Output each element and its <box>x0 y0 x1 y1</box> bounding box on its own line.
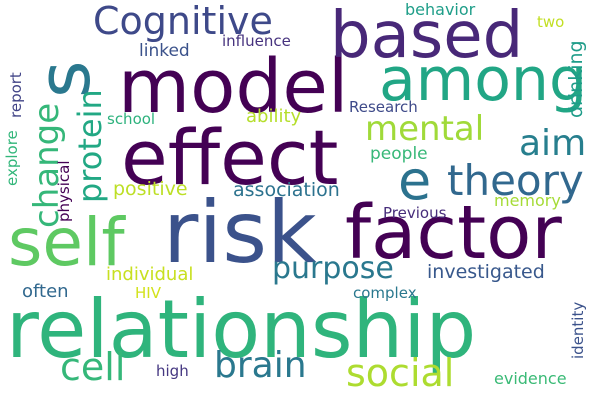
word-based: based <box>330 0 524 73</box>
word-cell: cell <box>60 345 126 389</box>
word-positive: positive <box>113 178 188 200</box>
word-behavior: behavior <box>405 0 476 19</box>
word-drinking: drinking <box>565 40 587 118</box>
word-hiv: HIV <box>135 284 161 302</box>
word-factor: factor <box>345 190 562 276</box>
word-mental: mental <box>365 109 485 149</box>
word-investigated: investigated <box>427 261 545 283</box>
word-effect: effect <box>121 113 339 202</box>
word-ability: ability <box>246 106 302 127</box>
word-risk: risk <box>163 183 317 283</box>
word-explore: explore <box>3 130 21 186</box>
word-school: school <box>107 110 156 128</box>
word-complex: complex <box>353 284 417 302</box>
word-high: high <box>156 362 189 380</box>
word-protein: protein <box>71 89 109 203</box>
word-research: Research <box>349 98 418 116</box>
word-e: e <box>398 149 432 212</box>
word-two: two <box>537 13 565 31</box>
word-self: self <box>8 204 125 281</box>
word-model: model <box>118 44 349 130</box>
word-linked: linked <box>139 41 190 61</box>
word-social: social <box>346 351 455 395</box>
word-theory: theory <box>447 156 584 205</box>
word-often: often <box>22 281 69 302</box>
word-cognitive: Cognitive <box>93 0 273 43</box>
word-brain: brain <box>214 345 307 386</box>
word-purpose: purpose <box>272 251 394 286</box>
word-identity: identity <box>569 301 587 359</box>
word-among: among <box>379 45 588 115</box>
word-aim: aim <box>519 123 587 164</box>
word-people: people <box>370 144 428 164</box>
word-relationship: relationship <box>6 283 477 376</box>
word-individual: individual <box>106 264 194 285</box>
word-association: association <box>233 179 340 201</box>
word-memory: memory <box>494 191 561 210</box>
word-influence: influence <box>222 32 291 50</box>
word-report: report <box>7 72 25 118</box>
word-evidence: evidence <box>494 369 567 388</box>
word-physical: physical <box>55 160 73 223</box>
word-previous: Previous <box>383 204 447 222</box>
